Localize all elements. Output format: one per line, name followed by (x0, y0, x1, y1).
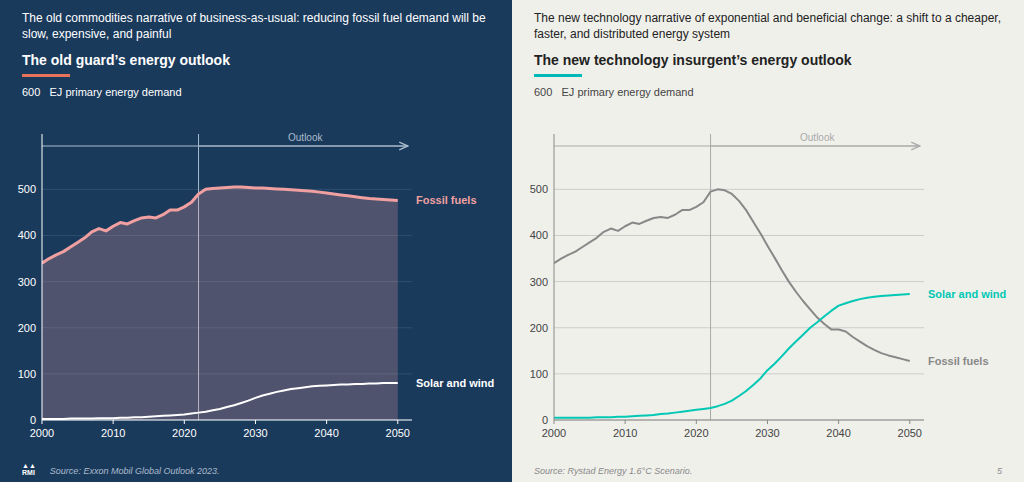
area (42, 187, 398, 420)
subtitle: The new technology insurgent’s energy ou… (534, 52, 1002, 68)
series-group (554, 189, 910, 417)
series-label: Solar and wind (928, 288, 1006, 300)
footnote: 5 (997, 466, 1002, 476)
outlook-line (710, 134, 711, 420)
y-tick-label: 400 (18, 229, 36, 241)
x-tick (42, 420, 43, 424)
outlook-arrow (711, 145, 920, 146)
x-tick-label: 2040 (826, 427, 850, 439)
x-tick (184, 420, 185, 424)
chart: 0 100 200 300 400 500 2000 2010 2020 2030 2040 2050… (0, 104, 512, 444)
x-axis-line (42, 420, 412, 421)
history-line (42, 146, 199, 147)
y-axis-label: 600 EJ primary energy demand (22, 86, 490, 98)
grid-line (554, 189, 924, 190)
x-tick-label: 2050 (386, 427, 410, 439)
grid-line (554, 281, 924, 282)
series-label: Fossil fuels (928, 355, 989, 367)
history-line (554, 146, 711, 147)
x-tick-label: 2030 (755, 427, 779, 439)
x-tick (767, 420, 768, 424)
x-tick-label: 2010 (101, 427, 125, 439)
x-tick (255, 420, 256, 424)
y-axis-line (42, 134, 43, 420)
panel: The new technology narrative of exponent… (512, 0, 1024, 482)
x-tick (909, 420, 910, 424)
y-axis-line (554, 134, 555, 420)
grid-line (554, 373, 924, 374)
footer: ▲▲ RMI Source: Exxon Mobil Global Outlook… (22, 448, 490, 476)
x-axis-line (554, 420, 924, 421)
footnote: Source: Rystad Energy 1.6°C Scenario. (534, 466, 692, 476)
x-tick (397, 420, 398, 424)
x-tick-label: 2050 (898, 427, 922, 439)
x-tick-label: 2010 (613, 427, 637, 439)
grid-line (554, 235, 924, 236)
underline (22, 74, 70, 77)
y-tick-label: 0 (30, 414, 36, 426)
x-tick (625, 420, 626, 424)
y-tick-label: 500 (18, 183, 36, 195)
subtitle: The old guard’s energy outlook (22, 52, 490, 68)
y-tick-label: 200 (530, 322, 548, 334)
x-tick-label: 2000 (542, 427, 566, 439)
x-tick (326, 420, 327, 424)
x-tick (554, 420, 555, 424)
annotation: Outlook (800, 132, 835, 143)
x-tick-label: 2000 (30, 427, 54, 439)
x-tick-label: 2020 (172, 427, 196, 439)
grid-line (554, 420, 924, 421)
x-tick-label: 2040 (314, 427, 338, 439)
x-tick (696, 420, 697, 424)
x-tick (113, 420, 114, 424)
outlook-arrow (199, 145, 408, 146)
footer: Source: Rystad Energy 1.6°C Scenario. 5 (534, 448, 1002, 476)
series-label: Solar and wind (416, 377, 494, 389)
y-axis-label: 600 EJ primary energy demand (534, 86, 1002, 98)
y-tick-label: 200 (18, 322, 36, 334)
y-tick-label: 300 (18, 276, 36, 288)
y-tick-label: 0 (542, 414, 548, 426)
y-tick-label: 300 (530, 276, 548, 288)
y-tick-label: 100 (530, 368, 548, 380)
title: The old commodities narrative of busines… (22, 10, 490, 42)
y-tick-label: 500 (530, 183, 548, 195)
chart: 0 100 200 300 400 500 2000 2010 2020 2030 2040 2050… (512, 104, 1024, 444)
underline (534, 74, 582, 77)
logo: ▲▲ RMI (22, 463, 36, 476)
line (554, 189, 910, 361)
line (42, 383, 398, 419)
grid-line (554, 327, 924, 328)
x-tick-label: 2030 (243, 427, 267, 439)
series-group (42, 187, 398, 420)
series-label: Fossil fuels (416, 194, 477, 206)
panel: The old commodities narrative of busines… (0, 0, 512, 482)
title: The new technology narrative of exponent… (534, 10, 1002, 42)
line (554, 294, 910, 418)
line (42, 187, 398, 263)
annotation: Outlook (288, 132, 323, 143)
grid-line (42, 420, 412, 421)
x-tick-label: 2020 (684, 427, 708, 439)
footnote: Source: Exxon Mobil Global Outlook 2023. (50, 466, 220, 476)
y-tick-label: 100 (18, 368, 36, 380)
y-tick-label: 400 (530, 229, 548, 241)
x-tick (838, 420, 839, 424)
